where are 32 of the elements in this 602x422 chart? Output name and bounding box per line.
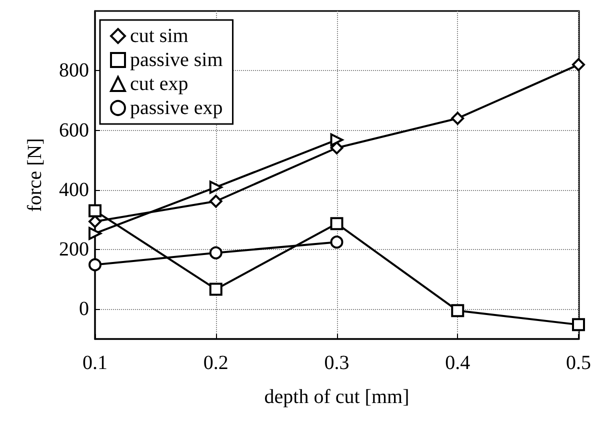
point (88, 215, 102, 228)
x-tick-label: 0.5 (566, 352, 591, 374)
y-tick-label: 800 (59, 60, 89, 82)
legend-label: cut exp (130, 73, 188, 95)
y-tick-label: 400 (59, 178, 89, 201)
point (88, 258, 102, 272)
point (209, 282, 222, 296)
point (572, 318, 585, 332)
point (451, 112, 464, 125)
point (330, 141, 344, 154)
legend-label: passive exp (130, 97, 223, 119)
point (330, 133, 344, 146)
x-tick-label: 0.2 (203, 352, 228, 374)
point (330, 217, 344, 230)
x-tick-label: 0.3 (324, 352, 350, 374)
y-axis-title: force [N] (24, 138, 46, 212)
y-tick-label: 200 (59, 238, 89, 261)
point (88, 226, 102, 240)
y-tick-label: 600 (59, 119, 89, 142)
point (209, 246, 222, 260)
x-axis-title: depth of cut [mm] (264, 386, 410, 408)
point (88, 204, 102, 218)
point (209, 194, 222, 208)
y-tick-label: 0 (79, 298, 89, 320)
legend-label: cut sim (130, 25, 189, 47)
point (330, 236, 344, 249)
legend-label: passive sim (130, 49, 224, 71)
point (451, 304, 464, 318)
x-tick-label: 0.4 (445, 352, 470, 374)
x-tick-label: 0.1 (82, 352, 108, 374)
point (572, 58, 585, 72)
point (209, 180, 222, 194)
